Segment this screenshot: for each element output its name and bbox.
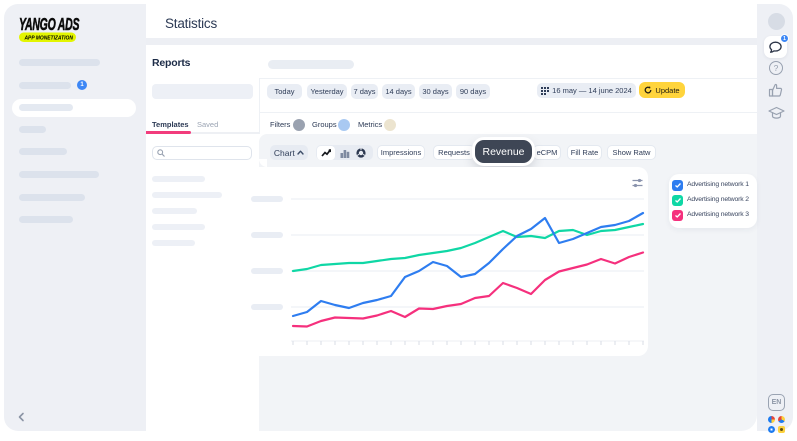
svg-text:APP MONETIZATION: APP MONETIZATION (24, 35, 73, 41)
svg-text:YANGO ADS: YANGO ADS (19, 15, 80, 34)
